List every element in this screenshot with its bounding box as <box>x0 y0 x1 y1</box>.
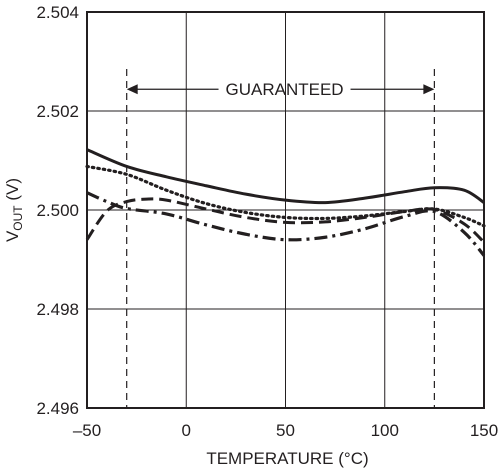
y-tick-label: 2.500 <box>36 201 79 220</box>
x-tick-label: 100 <box>371 421 399 440</box>
y-tick-label: 2.498 <box>36 300 79 319</box>
y-axis-label-main: V <box>3 230 22 242</box>
x-tick-label: 150 <box>470 421 498 440</box>
annotation-layer: GUARANTEED <box>126 80 435 99</box>
x-axis-label: TEMPERATURE (°C) <box>206 449 368 468</box>
series-line-dashed <box>85 197 486 244</box>
y-axis-label: VOUT (V) <box>3 178 25 242</box>
y-axis-label-subscript: OUT <box>11 205 25 231</box>
y-tick-label: 2.504 <box>36 3 79 22</box>
y-tick-label: 2.496 <box>36 399 79 418</box>
plot-frame <box>86 11 485 409</box>
guaranteed-guides <box>126 69 435 408</box>
y-tick-label: 2.502 <box>36 102 79 121</box>
y-axis-label-unit: (V) <box>3 178 22 205</box>
y-tick-labels: 2.496 2.498 2.500 2.502 2.504 <box>36 3 79 418</box>
grid <box>87 12 484 408</box>
annotation-arrowhead-left <box>126 84 138 95</box>
x-tick-labels: –50 0 50 100 150 <box>73 421 498 440</box>
series-layer <box>85 148 486 257</box>
x-tick-label: 0 <box>182 421 191 440</box>
x-tick-label: –50 <box>73 421 101 440</box>
annotation-arrowhead-right <box>423 84 435 95</box>
series-line-dash-dot <box>86 191 486 257</box>
x-tick-label: 50 <box>276 421 295 440</box>
series-line-solid <box>86 148 485 205</box>
annotation-label: GUARANTEED <box>225 80 343 99</box>
